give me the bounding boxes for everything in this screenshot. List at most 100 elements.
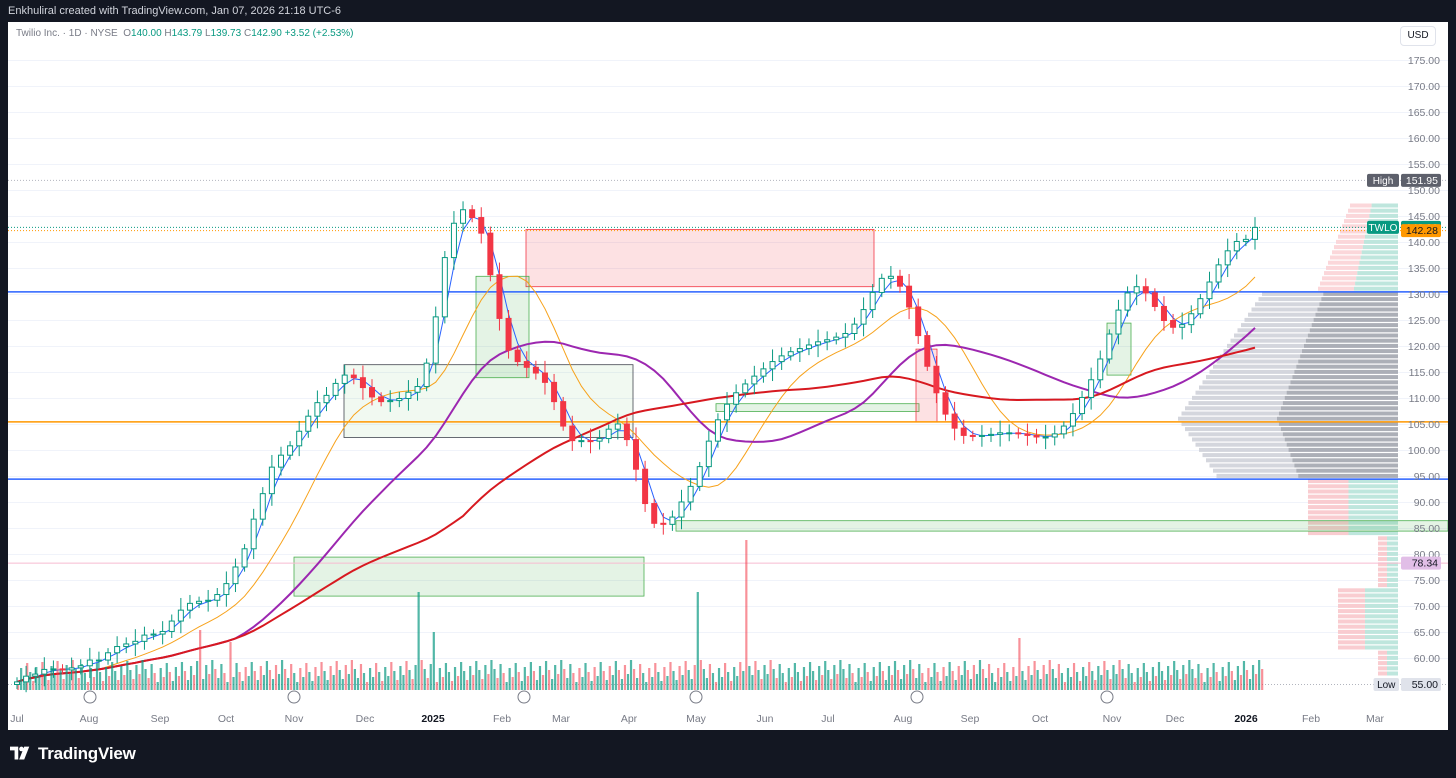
candle-body — [95, 659, 102, 662]
volume-profile-bar-left — [1308, 479, 1349, 484]
candle-body — [796, 348, 803, 353]
candle-body — [241, 548, 248, 568]
candle-body — [951, 413, 958, 429]
chart-area[interactable]: 175.00 170.00 165.00 160.00 155.00 150.00 145.… — [8, 22, 1448, 730]
volume-profile-bar-right — [1348, 520, 1398, 525]
volume-bar — [220, 664, 223, 690]
x-tick-label: Dec — [356, 713, 375, 725]
volume-bar — [675, 680, 678, 690]
volume-bar — [356, 678, 360, 690]
volume-bar — [1082, 667, 1085, 690]
candle-body — [660, 522, 667, 525]
volume-profile-bar-right — [1348, 499, 1398, 504]
volume-profile-bar-right — [1359, 260, 1398, 265]
volume-bar — [818, 666, 821, 690]
volume-bar — [387, 676, 390, 690]
volume-profile-bar-right — [1278, 411, 1398, 416]
volume-bar — [1054, 678, 1057, 690]
candle-body — [1206, 281, 1213, 300]
volume-profile-bar-left — [1206, 458, 1293, 463]
volume-bar — [411, 679, 414, 690]
volume-bar — [1009, 681, 1012, 690]
volume-profile-bar-left — [1223, 349, 1303, 354]
volume-bar — [687, 670, 690, 690]
volume-bar — [472, 675, 475, 690]
candle-body — [1069, 413, 1076, 427]
volume-bar — [811, 671, 815, 690]
volume-profile-bar-right — [1280, 427, 1398, 432]
volume-bar — [611, 675, 614, 690]
price-chart[interactable]: 175.00 170.00 165.00 160.00 155.00 150.00 145.… — [8, 22, 1448, 730]
volume-profile-bar-left — [1336, 239, 1364, 244]
volume-bar — [508, 668, 511, 690]
high-label: H — [164, 28, 172, 39]
volume-bar — [875, 676, 878, 690]
ohlc-legend: Twilio Inc. · 1D · NYSE O140.00 H143.79 … — [16, 28, 354, 39]
volume-bar — [238, 672, 241, 690]
volume-bar — [781, 673, 784, 690]
candle-body — [23, 675, 30, 683]
volume-bar — [784, 682, 787, 690]
volume-bar — [1000, 677, 1003, 690]
volume-bar — [629, 660, 633, 690]
currency-button[interactable]: USD — [1400, 26, 1436, 46]
volume-bar — [475, 661, 478, 690]
open-label: O — [123, 28, 132, 39]
volume-bar — [65, 665, 68, 690]
volume-bar — [623, 665, 627, 690]
volume-bar — [748, 666, 751, 690]
attribution-bar: Enkhuliral created with TradingView.com,… — [0, 0, 1456, 22]
price-label-box — [1401, 224, 1441, 238]
volume-profile-bar-left — [1334, 245, 1363, 250]
candle-body — [1188, 313, 1195, 326]
volume-bar — [408, 670, 411, 690]
volume-bar — [1139, 677, 1142, 690]
volume-bar — [405, 661, 408, 690]
volume-profile-bar-left — [1324, 271, 1358, 276]
volume-bar — [192, 675, 196, 690]
volume-profile-bar-right — [1307, 333, 1398, 338]
volume-bar — [1200, 673, 1203, 690]
volume-bar — [766, 674, 769, 690]
tradingview-brand: TradingView — [38, 744, 136, 763]
volume-bar — [554, 665, 557, 690]
volume-bar — [23, 677, 26, 690]
volume-profile-bar-right — [1365, 640, 1398, 645]
volume-bar — [948, 662, 951, 690]
open-value: 140.00 — [131, 28, 162, 39]
volume-profile-bar-right — [1387, 666, 1398, 671]
volume-bar — [50, 666, 53, 690]
volume-bar — [414, 665, 417, 690]
volume-bar — [372, 677, 375, 690]
volume-bar — [1179, 679, 1182, 690]
volume-profile-bar-left — [1188, 432, 1283, 437]
volume-bar — [1127, 664, 1130, 690]
x-tick-label: Apr — [621, 713, 638, 725]
volume-bar — [1167, 666, 1170, 690]
volume-bar — [438, 668, 441, 690]
volume-profile-bar-left — [1230, 338, 1306, 343]
volume-profile-bar-left — [1258, 297, 1322, 302]
candle-body — [778, 355, 785, 363]
volume-bar — [896, 670, 900, 690]
tradingview-logo[interactable]: TradingView — [10, 744, 136, 764]
candle-body — [59, 668, 66, 671]
y-tick-label: 165.00 — [1408, 107, 1440, 119]
volume-bar — [772, 669, 775, 690]
volume-bar — [808, 662, 812, 690]
volume-bar — [92, 677, 96, 690]
volume-profile-bar-left — [1199, 385, 1289, 390]
candle-body — [824, 339, 831, 343]
candle-body — [997, 432, 1004, 435]
candle-body — [205, 599, 212, 602]
volume-bar — [1176, 670, 1179, 690]
volume-bar — [1255, 674, 1258, 690]
candle-body — [569, 425, 576, 442]
volume-profile-bar-left — [1348, 208, 1371, 213]
volume-bar — [681, 675, 684, 690]
volume-profile-bar-right — [1294, 369, 1398, 374]
candle-body — [341, 374, 348, 384]
x-tick-label: Oct — [218, 713, 234, 725]
volume-profile-bar-left — [1308, 489, 1349, 494]
x-tick-label: Nov — [1103, 713, 1122, 725]
